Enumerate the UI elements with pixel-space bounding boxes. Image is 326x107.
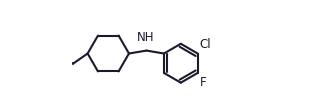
- Text: Cl: Cl: [200, 38, 211, 51]
- Text: NH: NH: [137, 31, 154, 44]
- Text: F: F: [200, 76, 206, 89]
